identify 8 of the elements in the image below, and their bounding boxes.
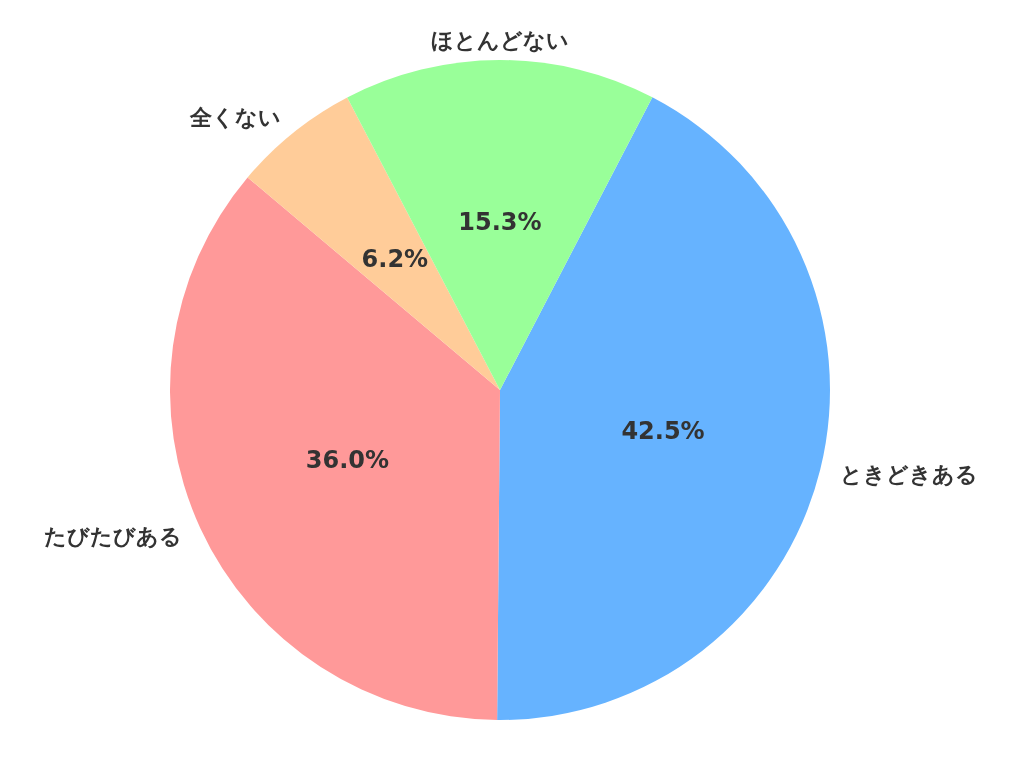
slice-label: ときどきある [839, 462, 978, 488]
data-label: 15.3% [458, 208, 542, 236]
slice-label: 全くない [188, 104, 281, 130]
slice-label: たびたびある [44, 523, 183, 549]
slice-label: ほとんどない [430, 27, 569, 53]
data-label: 6.2% [361, 244, 429, 273]
data-label: 36.0% [305, 446, 389, 475]
data-label: 42.5% [621, 416, 705, 445]
